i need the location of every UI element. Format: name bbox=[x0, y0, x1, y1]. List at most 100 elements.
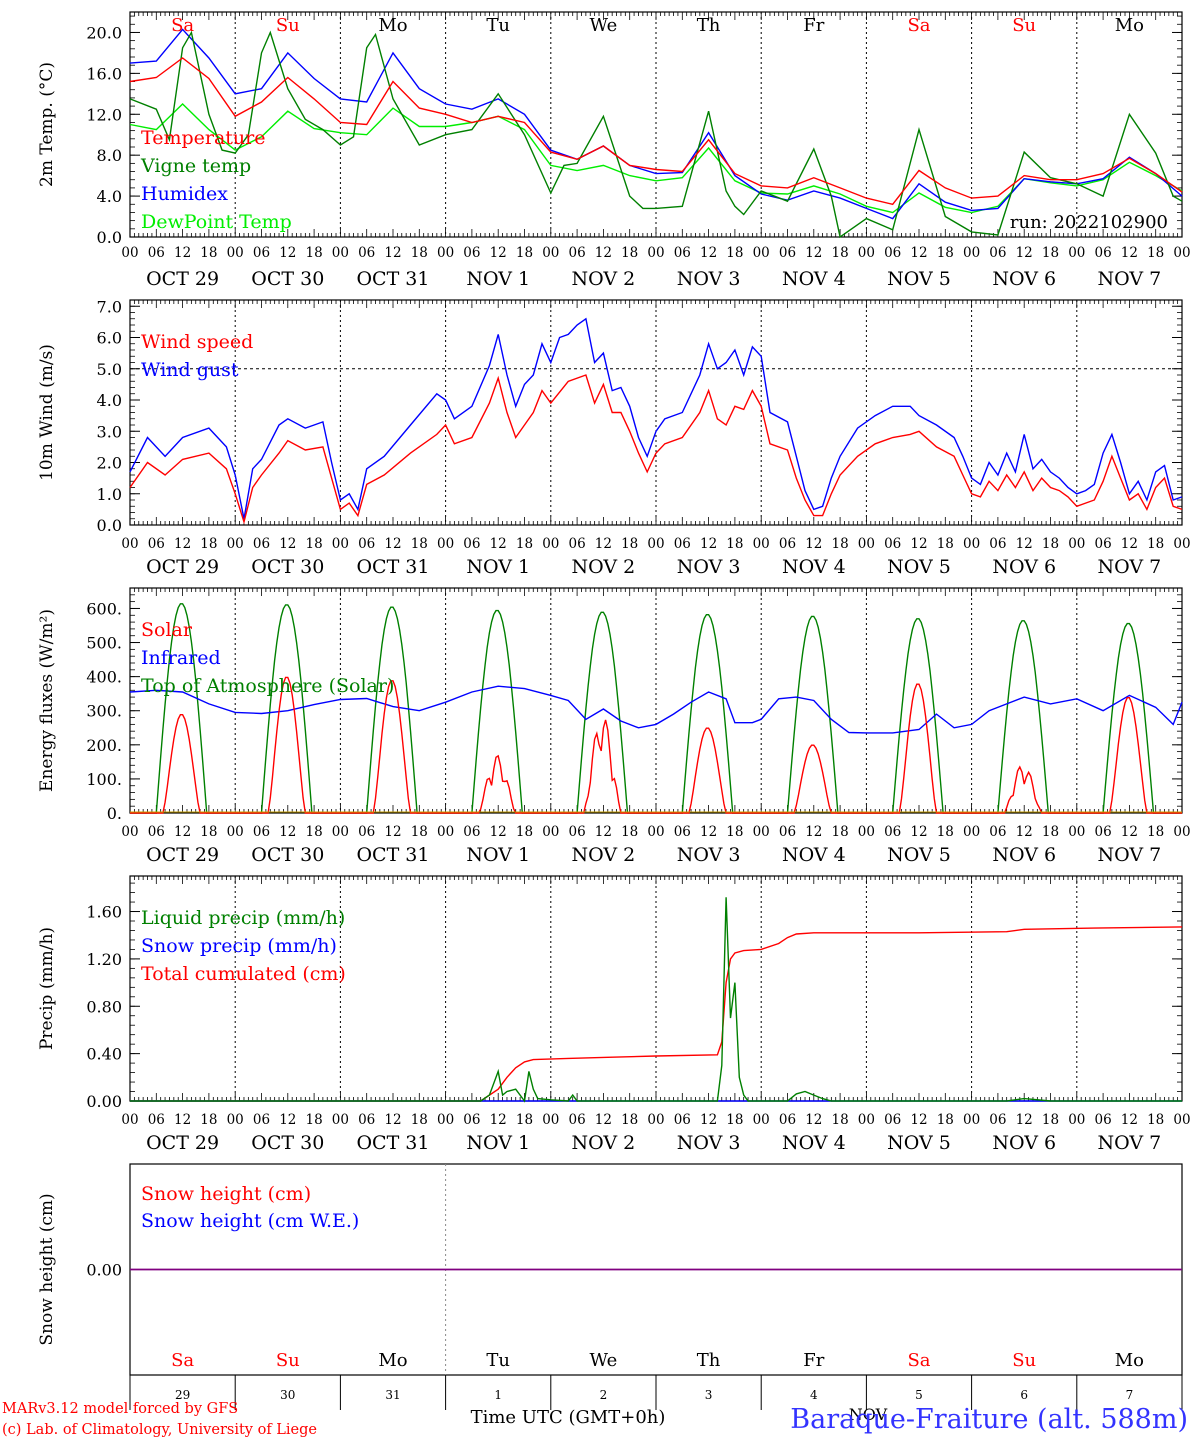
hour-tick-label: 00 bbox=[858, 1112, 875, 1128]
hour-tick-label: 18 bbox=[621, 245, 638, 261]
hour-tick-label: 06 bbox=[569, 824, 586, 840]
hour-tick-label: 18 bbox=[1147, 245, 1164, 261]
hour-tick-label: 00 bbox=[121, 1112, 138, 1128]
hour-tick-label: 12 bbox=[279, 824, 296, 840]
hour-tick-label: 12 bbox=[910, 536, 927, 552]
hour-tick-label: 06 bbox=[989, 536, 1006, 552]
hour-tick-label: 12 bbox=[279, 245, 296, 261]
hour-tick-label: 12 bbox=[1016, 1112, 1033, 1128]
legend-entry: Temperature bbox=[141, 127, 265, 149]
hour-tick-label: 06 bbox=[569, 245, 586, 261]
weekday-label: We bbox=[590, 15, 618, 36]
day-number-label: 5 bbox=[915, 1388, 923, 1402]
y-tick-label: 1.0 bbox=[97, 485, 122, 504]
date-label: NOV 5 bbox=[887, 556, 951, 578]
day-number-label: 7 bbox=[1126, 1388, 1134, 1402]
hour-tick-label: 18 bbox=[621, 824, 638, 840]
hour-tick-label: 00 bbox=[647, 536, 664, 552]
y-axis-title: Snow height (cm) bbox=[37, 1193, 57, 1345]
footer-model-line: MARv3.12 model forced by GFS bbox=[2, 1401, 238, 1417]
hour-tick-label: 00 bbox=[1068, 1112, 1085, 1128]
date-label: NOV 1 bbox=[466, 1132, 530, 1154]
hour-tick-label: 06 bbox=[148, 245, 165, 261]
hour-tick-label: 18 bbox=[1147, 536, 1164, 552]
hour-tick-label: 12 bbox=[384, 536, 401, 552]
hour-tick-label: 00 bbox=[753, 1112, 770, 1128]
y-tick-label: 0. bbox=[107, 804, 122, 823]
hour-tick-label: 06 bbox=[1095, 1112, 1112, 1128]
hour-tick-label: 12 bbox=[490, 536, 507, 552]
hour-tick-label: 06 bbox=[253, 824, 270, 840]
hour-tick-label: 18 bbox=[200, 536, 217, 552]
hour-tick-label: 06 bbox=[1095, 536, 1112, 552]
legend-entry: Snow precip (mm/h) bbox=[141, 935, 337, 957]
date-label: OCT 31 bbox=[356, 844, 429, 866]
hour-tick-label: 18 bbox=[937, 245, 954, 261]
y-tick-label: 1.20 bbox=[86, 950, 122, 969]
date-label: NOV 7 bbox=[1098, 1132, 1162, 1154]
hour-tick-label: 00 bbox=[121, 245, 138, 261]
hour-tick-label: 06 bbox=[884, 245, 901, 261]
hour-tick-label: 12 bbox=[1016, 536, 1033, 552]
hour-tick-label: 12 bbox=[700, 536, 717, 552]
y-tick-label: 20.0 bbox=[86, 23, 122, 42]
weekday-label: Sa bbox=[171, 15, 194, 36]
hour-tick-label: 12 bbox=[910, 824, 927, 840]
hour-tick-label: 00 bbox=[437, 245, 454, 261]
legend-entry: Wind gust bbox=[141, 359, 239, 381]
hour-tick-label: 00 bbox=[1173, 824, 1190, 840]
hour-tick-label: 12 bbox=[279, 1112, 296, 1128]
y-tick-label: 0.00 bbox=[86, 1261, 122, 1280]
hour-tick-label: 06 bbox=[463, 245, 480, 261]
hour-tick-label: 12 bbox=[174, 1112, 191, 1128]
hour-tick-label: 00 bbox=[647, 245, 664, 261]
hour-tick-label: 12 bbox=[1121, 536, 1138, 552]
hour-tick-label: 18 bbox=[306, 245, 323, 261]
day-number-label: 4 bbox=[810, 1388, 818, 1402]
y-tick-label: 100. bbox=[86, 770, 122, 789]
date-label: OCT 31 bbox=[356, 556, 429, 578]
hour-tick-label: 00 bbox=[437, 536, 454, 552]
weekday-label: We bbox=[590, 1350, 618, 1371]
hour-tick-label: 12 bbox=[174, 245, 191, 261]
hour-tick-label: 12 bbox=[805, 245, 822, 261]
hour-tick-label: 00 bbox=[858, 245, 875, 261]
hour-tick-label: 18 bbox=[726, 536, 743, 552]
hour-tick-label: 12 bbox=[595, 1112, 612, 1128]
hour-tick-label: 06 bbox=[463, 1112, 480, 1128]
hour-tick-label: 12 bbox=[595, 824, 612, 840]
hour-tick-label: 06 bbox=[779, 1112, 796, 1128]
hour-tick-label: 12 bbox=[910, 245, 927, 261]
date-label: NOV 6 bbox=[992, 1132, 1056, 1154]
date-label: NOV 1 bbox=[466, 844, 530, 866]
date-label: OCT 30 bbox=[251, 1132, 324, 1154]
hour-tick-label: 00 bbox=[121, 536, 138, 552]
weekday-label: Tu bbox=[486, 1350, 510, 1371]
hour-tick-label: 12 bbox=[595, 245, 612, 261]
day-number-label: 1 bbox=[494, 1388, 502, 1402]
hour-tick-label: 00 bbox=[542, 245, 559, 261]
day-number-label: 30 bbox=[280, 1388, 295, 1402]
hour-tick-label: 12 bbox=[384, 245, 401, 261]
hour-tick-label: 00 bbox=[332, 1112, 349, 1128]
hour-tick-label: 12 bbox=[700, 1112, 717, 1128]
hour-tick-label: 06 bbox=[1095, 824, 1112, 840]
y-tick-label: 2.0 bbox=[97, 454, 122, 473]
hour-tick-label: 12 bbox=[384, 1112, 401, 1128]
legend-entry: Snow height (cm W.E.) bbox=[141, 1210, 359, 1232]
hour-tick-label: 00 bbox=[753, 245, 770, 261]
hour-tick-label: 18 bbox=[621, 536, 638, 552]
hour-tick-label: 18 bbox=[306, 1112, 323, 1128]
hour-tick-label: 06 bbox=[1095, 245, 1112, 261]
legend-entry: Humidex bbox=[141, 183, 228, 205]
weekday-label: Su bbox=[276, 15, 300, 36]
day-number-label: 29 bbox=[175, 1388, 190, 1402]
hour-tick-label: 18 bbox=[726, 824, 743, 840]
hour-tick-label: 06 bbox=[779, 245, 796, 261]
hour-tick-label: 00 bbox=[437, 824, 454, 840]
hour-tick-label: 18 bbox=[832, 245, 849, 261]
hour-tick-label: 00 bbox=[1068, 536, 1085, 552]
series-liquid-precip-mm-h- bbox=[130, 897, 1182, 1103]
date-label: NOV 3 bbox=[677, 1132, 741, 1154]
